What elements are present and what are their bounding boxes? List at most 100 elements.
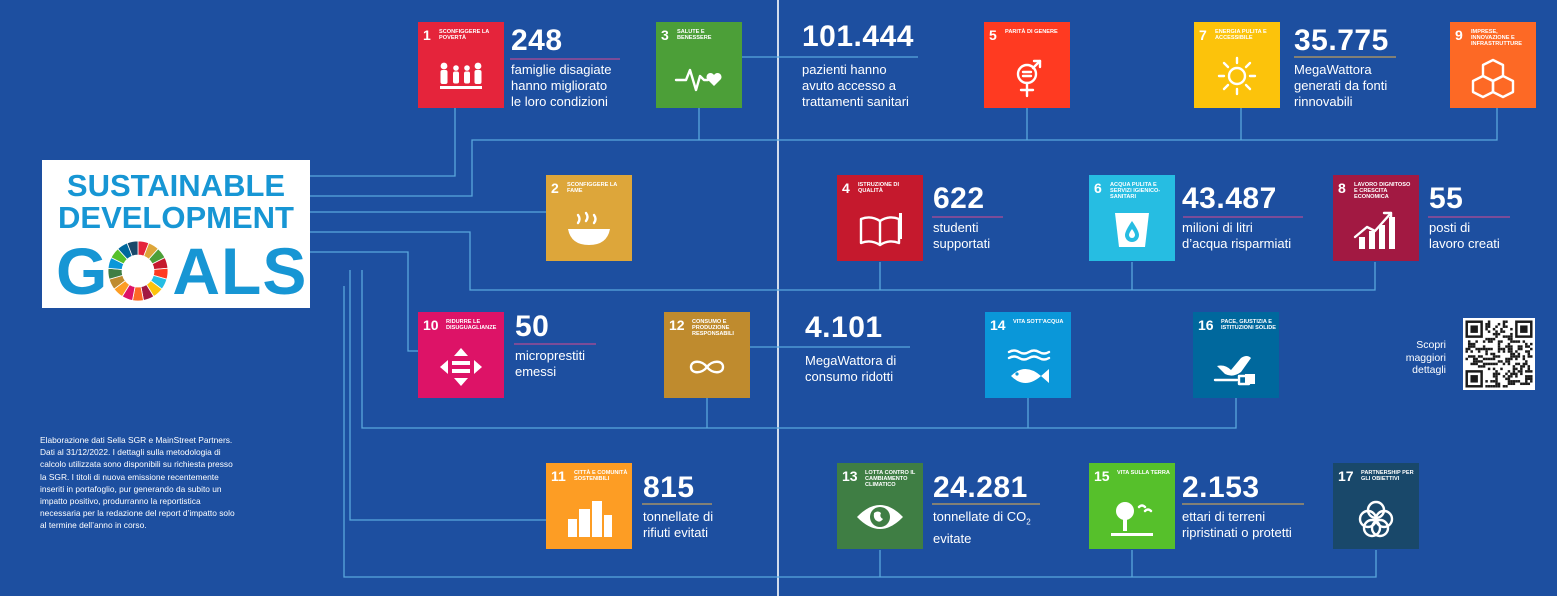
goal-name: LAVORO DIGNITOSO E CRESCITA ECONOMICA xyxy=(1354,182,1411,201)
goal-number: 10 xyxy=(423,317,439,333)
goal-number: 14 xyxy=(990,317,1006,333)
bowl-icon xyxy=(568,211,610,245)
goal-number: 6 xyxy=(1094,180,1102,196)
sdg-logo: SUSTAINABLE DEVELOPMENT G ALS xyxy=(42,160,310,308)
stat-desc: famiglie disagiate xyxy=(511,62,612,77)
goal-tile-16: 16 PACE, GIUSTIZIA E ISTITUZIONI SOLIDE xyxy=(1193,312,1279,398)
goal-number: 5 xyxy=(989,27,997,43)
stat-goal-11: 815 tonnellate di rifiuti evitati xyxy=(643,473,713,541)
stat-desc: MegaWattora di xyxy=(805,353,897,368)
stat-desc: emessi xyxy=(515,364,557,379)
goal-tile-4: 4 ISTRUZIONE DI QUALITÀ xyxy=(837,175,923,261)
stat-value: 815 xyxy=(643,471,695,504)
equality-icon xyxy=(440,348,482,386)
family-icon xyxy=(440,62,482,89)
stat-desc: microprestiti xyxy=(515,348,586,363)
stat-desc: lavoro creati xyxy=(1429,236,1500,251)
methodology-footnote: Elaborazione dati Sella SGR e MainStreet… xyxy=(40,435,235,531)
eye-globe-icon xyxy=(857,505,903,529)
goal-name: PARTNERSHIP PER GLI OBIETTIVI xyxy=(1361,470,1414,483)
stat-desc: pazienti hanno xyxy=(802,62,887,77)
qr-code-icon[interactable] xyxy=(1463,318,1535,390)
stat-value: 248 xyxy=(511,24,563,57)
goal-name: CITTÀ E COMUNITÀ SOSTENIBILI xyxy=(574,470,628,483)
book-icon xyxy=(859,213,902,247)
goal-number: 11 xyxy=(551,468,566,484)
stat-value: 622 xyxy=(933,182,985,215)
goal-number: 1 xyxy=(423,27,431,43)
stat-goal-7: 35.775 MegaWattora generati da fonti rinno… xyxy=(1294,26,1389,110)
logo-letters-als: ALS xyxy=(172,234,308,308)
goal-number: 2 xyxy=(551,180,559,196)
stat-desc: generati da fonti xyxy=(1294,78,1388,93)
stat-desc: d’acqua risparmiati xyxy=(1182,236,1292,251)
qr-caption: Scopri maggiori dettagli xyxy=(1372,339,1446,377)
qr-caption-line: Scopri xyxy=(1416,339,1446,351)
goal-tile-1: 1 SCONFIGGERE LA POVERTÀ xyxy=(418,22,504,108)
stat-value: 2.153 xyxy=(1182,471,1260,504)
stat-value: 43.487 xyxy=(1182,182,1277,215)
goal-number: 4 xyxy=(842,180,850,196)
goal-tile-12: 12 CONSUMO E PRODUZIONE RESPONSABILI xyxy=(664,312,750,398)
goal-name: IMPRESE, INNOVAZIONE E INFRASTRUTTURE xyxy=(1471,29,1522,48)
stat-desc: avuto accesso a xyxy=(802,78,896,93)
goal-number: 3 xyxy=(661,27,669,43)
goal-tile-3: 3 SALUTE E BENESSERE xyxy=(656,22,742,108)
goal-number: 16 xyxy=(1198,317,1214,333)
stat-desc: studenti xyxy=(933,220,979,235)
rings-icon xyxy=(1358,500,1394,538)
goal-tile-17: 17 PARTNERSHIP PER GLI OBIETTIVI xyxy=(1333,463,1419,549)
city-icon xyxy=(568,501,612,537)
heartbeat-icon xyxy=(674,68,722,92)
stat-desc: milioni di litri xyxy=(1182,220,1253,235)
tree-icon xyxy=(1111,502,1153,536)
stat-goal-8: 55 posti di lavoro creati xyxy=(1429,184,1500,252)
goal-number: 17 xyxy=(1338,468,1354,484)
dove-icon xyxy=(1213,356,1255,386)
goal-number: 7 xyxy=(1199,27,1207,43)
stat-desc: posti di xyxy=(1429,220,1471,235)
logo-line-1: SUSTAINABLE xyxy=(66,168,286,203)
stat-goal-15: 2.153 ettari di terreni ripristinati o pr… xyxy=(1182,473,1292,541)
goal-tile-10: 10 RIDURRE LE DISUGUAGLIANZE xyxy=(418,312,504,398)
logo-line-2: DEVELOPMENT xyxy=(58,200,294,235)
stat-desc: consumo ridotti xyxy=(805,369,894,384)
stat-goal-4: 622 studenti supportati xyxy=(933,184,990,252)
stat-desc: evitate xyxy=(933,530,972,546)
goal-name: SALUTE E BENESSERE xyxy=(677,29,712,42)
goal-tile-7: 7 ENERGIA PULITA E ACCESSIBILE xyxy=(1194,22,1280,108)
goal-tile-13: 13 LOTTA CONTRO IL CAMBIAMENTO CLIMATICO xyxy=(837,463,923,549)
goal-tile-6: 6 ACQUA PULITA E SERVIZI IGIENICO-SANITA… xyxy=(1089,175,1175,261)
goal-tile-8: 8 LAVORO DIGNITOSO E CRESCITA ECONOMICA xyxy=(1333,175,1419,261)
goal-number: 15 xyxy=(1094,468,1110,484)
goal-name: LOTTA CONTRO IL CAMBIAMENTO CLIMATICO xyxy=(865,470,916,489)
sun-icon xyxy=(1217,56,1257,96)
stat-desc: le loro condizioni xyxy=(511,94,608,109)
stat-goal-13: 24.281 tonnellate di CO2 evitate xyxy=(933,473,1031,547)
stat-desc: tonnellate di xyxy=(643,509,714,524)
gender-icon xyxy=(1016,59,1042,98)
stat-desc: trattamenti sanitari xyxy=(802,94,909,109)
stat-desc-subscript: 2 xyxy=(1026,517,1031,527)
goal-tile-5: 5 PARITÀ DI GENERE xyxy=(984,22,1070,108)
stat-desc: rinnovabili xyxy=(1294,94,1353,109)
goal-name: VITA SOTT'ACQUA xyxy=(1013,319,1064,325)
qr-caption-line: maggiori xyxy=(1405,351,1446,364)
stat-desc: hanno migliorato xyxy=(511,78,608,93)
cubes-icon xyxy=(1471,58,1515,99)
stat-goal-12: 4.101 MegaWattora di consumo ridotti xyxy=(805,313,896,385)
logo-letter-g: G xyxy=(56,234,109,308)
stat-desc: rifiuti evitati xyxy=(643,525,709,540)
goal-name: RIDURRE LE DISUGUAGLIANZE xyxy=(446,319,497,332)
goal-tile-11: 11 CITTÀ E COMUNITÀ SOSTENIBILI xyxy=(546,463,632,549)
goal-name: ISTRUZIONE DI QUALITÀ xyxy=(858,182,900,195)
stat-value: 101.444 xyxy=(802,20,914,53)
goal-name: PACE, GIUSTIZIA E ISTITUZIONI SOLIDE xyxy=(1221,319,1277,332)
qr-caption-line: dettagli xyxy=(1412,364,1446,376)
stat-value: 35.775 xyxy=(1294,24,1389,57)
goal-name: ENERGIA PULITA E ACCESSIBILE xyxy=(1215,29,1267,42)
logo-line-3: G ALS xyxy=(56,238,307,304)
stat-value: 55 xyxy=(1429,182,1464,215)
